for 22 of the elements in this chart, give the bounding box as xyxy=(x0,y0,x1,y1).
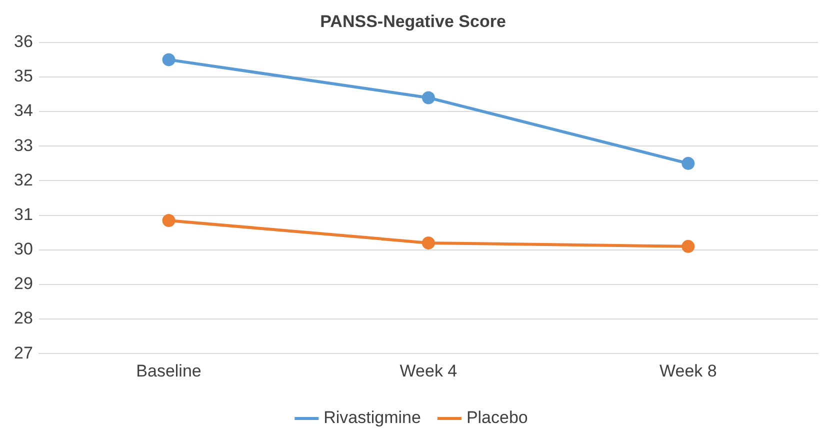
y-tick-label: 29 xyxy=(14,274,33,294)
point xyxy=(422,236,435,250)
legend-label: Placebo xyxy=(466,408,528,428)
y-tick-label: 34 xyxy=(14,101,33,120)
point xyxy=(162,53,176,66)
y-tick-label: 36 xyxy=(14,32,33,52)
y-tick-label: 31 xyxy=(14,204,33,224)
x-tick-label: Baseline xyxy=(136,361,202,380)
y-tick-label: 33 xyxy=(14,136,33,155)
y-tick-label: 35 xyxy=(14,66,33,86)
y-tick-label: 30 xyxy=(14,240,33,259)
point xyxy=(682,240,695,253)
y-tick-label: 28 xyxy=(14,308,33,328)
y-tick-label: 27 xyxy=(14,343,33,362)
point xyxy=(162,214,176,227)
chart-title: PANSS-Negative Score xyxy=(320,12,506,31)
x-tick-label: Week 8 xyxy=(659,361,717,380)
legend-label: Rivastigmine xyxy=(324,408,421,428)
point xyxy=(682,156,695,170)
y-tick-label: 32 xyxy=(14,170,33,190)
x-tick-label: Week 4 xyxy=(400,361,458,380)
point xyxy=(422,91,435,104)
